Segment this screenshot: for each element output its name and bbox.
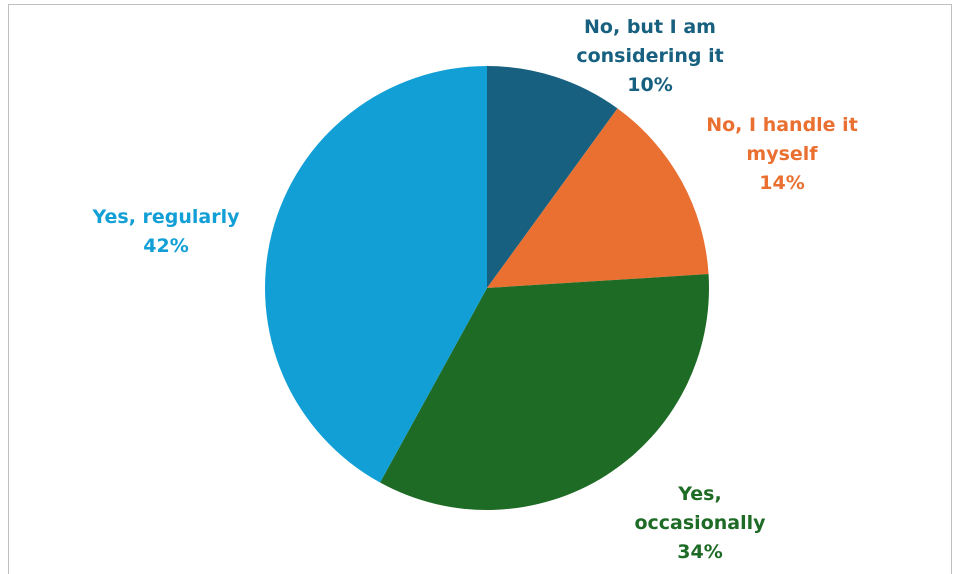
slice-label: No, but I am considering it 10% bbox=[576, 16, 723, 96]
slice-value-label: 14% bbox=[759, 172, 804, 194]
slice-category-label: No, but I am bbox=[584, 16, 716, 38]
slice-category-label: occasionally bbox=[634, 512, 766, 534]
slice-value-label: 34% bbox=[677, 541, 722, 563]
chart-frame bbox=[8, 4, 952, 574]
slice-label: Yes, occasionally 34% bbox=[634, 483, 766, 563]
slice-value-label: 42% bbox=[143, 235, 188, 257]
pie-slice bbox=[264, 65, 487, 483]
pie-slice bbox=[487, 66, 618, 288]
slice-label: No, I handle it myself 14% bbox=[706, 114, 858, 194]
slice-value-label: 10% bbox=[627, 74, 672, 96]
slice-label: Yes, regularly 42% bbox=[91, 206, 240, 257]
pie-slice bbox=[487, 108, 709, 289]
slice-category-label: myself bbox=[746, 143, 818, 165]
pie-slice bbox=[380, 274, 709, 510]
slice-category-label: considering it bbox=[576, 45, 723, 67]
slice-category-label: No, I handle it bbox=[706, 114, 858, 136]
slice-category-label: Yes, regularly bbox=[91, 206, 240, 228]
pie-slices bbox=[264, 65, 709, 510]
slice-category-label: Yes, bbox=[677, 483, 721, 505]
pie-labels: No, but I am considering it 10% No, I handl… bbox=[91, 16, 857, 563]
